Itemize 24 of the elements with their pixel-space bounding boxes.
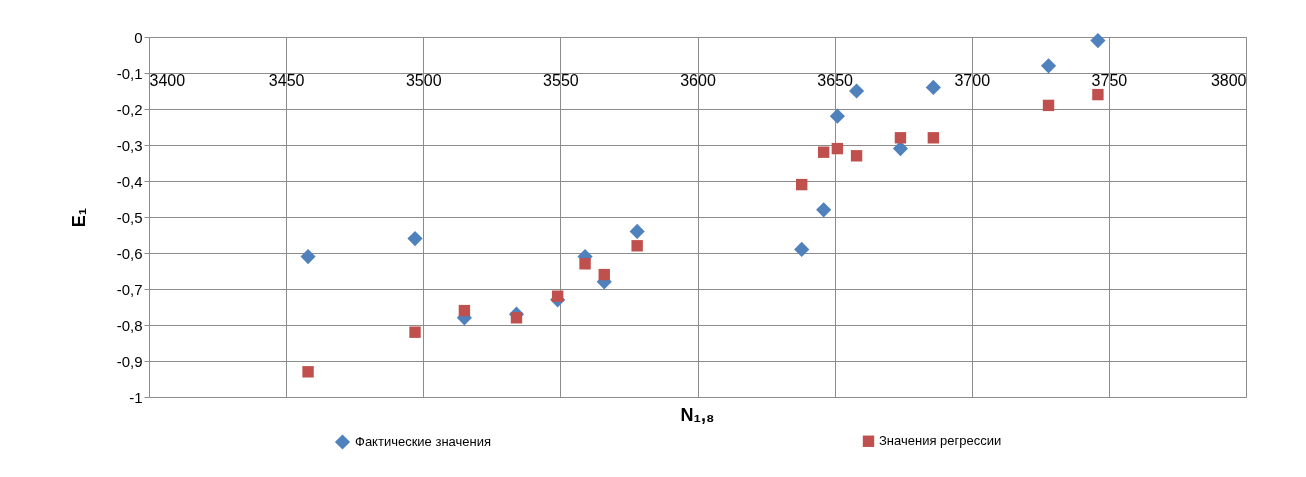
y-tick-label: -0,2 [116, 100, 143, 118]
y-tick-label: -0,5 [116, 208, 143, 226]
y-axis-title: E₁ [68, 207, 89, 228]
x-tick-label: 3450 [268, 71, 305, 89]
y-tick-label: -0,8 [116, 316, 143, 334]
x-tick-label: 3500 [405, 71, 442, 89]
y-tick-label: -0,3 [116, 136, 143, 154]
legend-label: Фактические значения [355, 433, 492, 449]
x-axis-title: N₁,₈ [680, 405, 715, 425]
y-tick-label: -0,6 [116, 244, 143, 262]
y-tick-label: -0,9 [116, 352, 143, 370]
y-tick-label: -0,4 [116, 172, 143, 190]
legend-label: Значения регрессии [879, 433, 1002, 449]
y-tick-label: 0 [134, 28, 143, 46]
x-tick-label: 3700 [954, 71, 991, 89]
y-tick-label: -0,1 [116, 64, 143, 82]
x-tick-label: 3800 [1210, 71, 1247, 89]
x-tick-label: 3400 [149, 71, 186, 89]
x-tick-label: 3650 [817, 71, 854, 89]
x-tick-label: 3550 [543, 71, 579, 89]
y-tick-label: -1 [129, 388, 143, 406]
x-tick-label: 3600 [680, 71, 716, 89]
x-tick-label: 3750 [1091, 71, 1128, 89]
y-tick-label: -0,7 [116, 280, 143, 298]
